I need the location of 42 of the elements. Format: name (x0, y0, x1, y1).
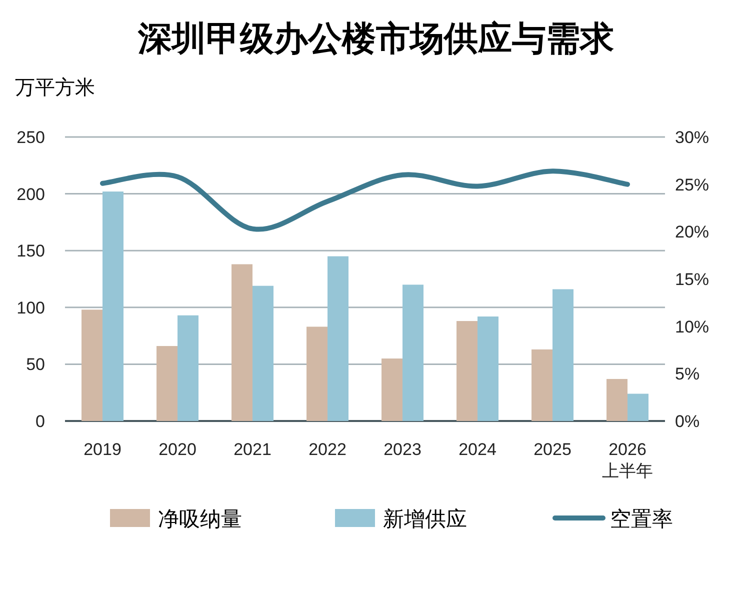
bar (456, 321, 478, 421)
legend-label: 空置率 (610, 508, 673, 531)
y-tick-label: 100 (16, 298, 45, 318)
x-tick-label: 2021 (234, 440, 272, 459)
bar (102, 192, 124, 421)
bar (156, 346, 178, 421)
legend-label: 新增供应 (383, 508, 467, 531)
bar (252, 286, 274, 421)
bar (532, 349, 552, 421)
bar (82, 310, 102, 421)
bar (306, 326, 328, 421)
x-tick-label: 2026 上半年 (602, 440, 653, 480)
y2-tick-label: 10% (675, 317, 710, 336)
bar (328, 256, 348, 421)
y-axis-title: 万平方米 (15, 76, 95, 99)
x-tick-label: 2023 (384, 440, 422, 459)
y-tick-label: 150 (16, 242, 45, 261)
y-tick-label: 0 (36, 412, 45, 431)
bar (478, 316, 498, 421)
y2-tick-label: 0% (675, 412, 700, 431)
x-tick-label: 2024 (458, 440, 496, 459)
bar (606, 378, 628, 421)
bar (402, 284, 424, 421)
y-tick-label: 200 (16, 184, 45, 204)
x-tick-label: 2019 (84, 440, 122, 459)
y2-tick-label: 30% (675, 128, 710, 147)
bar (382, 358, 402, 421)
bar (178, 315, 198, 421)
bar (628, 394, 648, 421)
chart-title: 深圳甲级办公楼市场供应与需求 (137, 20, 614, 58)
y-tick-label: 50 (26, 355, 45, 374)
bar (552, 289, 574, 421)
x-tick-label: 2020 (158, 440, 196, 459)
legend-label: 净吸纳量 (158, 508, 242, 531)
x-tick-label: 2025 (534, 440, 572, 459)
y-tick-label: 250 (16, 128, 45, 147)
x-tick-label: 2022 (308, 440, 346, 459)
y2-tick-label: 5% (675, 364, 700, 384)
bar (232, 264, 252, 421)
y2-tick-label: 20% (675, 222, 710, 242)
y2-tick-label: 25% (675, 175, 710, 194)
y2-tick-label: 15% (675, 270, 710, 289)
